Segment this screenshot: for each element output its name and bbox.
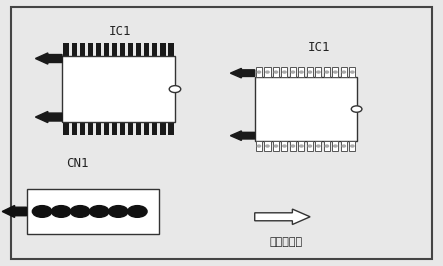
Circle shape <box>342 71 346 73</box>
Bar <box>299 67 304 77</box>
Bar <box>350 141 355 151</box>
Bar <box>332 67 338 77</box>
Circle shape <box>300 145 303 147</box>
FancyArrow shape <box>230 68 255 78</box>
Circle shape <box>32 206 52 217</box>
Circle shape <box>300 71 303 73</box>
Bar <box>264 141 271 151</box>
Circle shape <box>351 145 354 147</box>
Bar <box>299 141 304 151</box>
Circle shape <box>325 71 329 73</box>
Bar <box>290 141 296 151</box>
Circle shape <box>257 71 260 73</box>
Bar <box>290 67 296 77</box>
Bar <box>144 43 149 56</box>
Circle shape <box>169 86 181 93</box>
Bar <box>307 67 313 77</box>
Bar <box>264 67 271 77</box>
Bar <box>112 122 117 135</box>
Bar <box>27 189 159 234</box>
Bar <box>324 141 330 151</box>
Circle shape <box>257 145 260 147</box>
Text: IC1: IC1 <box>308 41 330 54</box>
Bar <box>128 122 133 135</box>
FancyArrow shape <box>2 206 27 218</box>
Bar <box>315 141 322 151</box>
Circle shape <box>128 206 147 217</box>
Bar <box>104 43 109 56</box>
Circle shape <box>334 145 337 147</box>
Bar <box>88 122 93 135</box>
Bar <box>341 67 347 77</box>
Circle shape <box>351 106 362 112</box>
Bar <box>281 141 288 151</box>
Bar <box>168 122 174 135</box>
Bar <box>63 43 69 56</box>
Circle shape <box>109 206 128 217</box>
Circle shape <box>266 71 269 73</box>
Bar <box>144 122 149 135</box>
Circle shape <box>89 206 109 217</box>
Bar <box>136 43 141 56</box>
Circle shape <box>266 145 269 147</box>
Circle shape <box>283 145 286 147</box>
Bar <box>80 43 85 56</box>
Bar <box>71 43 77 56</box>
Circle shape <box>274 145 278 147</box>
Circle shape <box>325 145 329 147</box>
Bar <box>104 122 109 135</box>
Circle shape <box>291 145 295 147</box>
Bar <box>88 43 93 56</box>
Circle shape <box>342 145 346 147</box>
Bar <box>128 43 133 56</box>
Bar <box>273 67 279 77</box>
Bar <box>120 122 125 135</box>
FancyArrow shape <box>255 209 310 225</box>
Bar <box>63 122 69 135</box>
Circle shape <box>334 71 337 73</box>
Circle shape <box>51 206 71 217</box>
Bar <box>160 122 166 135</box>
Text: IC1: IC1 <box>109 26 131 38</box>
Circle shape <box>308 145 311 147</box>
Bar <box>168 43 174 56</box>
FancyArrow shape <box>230 131 255 140</box>
Bar <box>152 43 157 56</box>
Circle shape <box>317 145 320 147</box>
Text: CN1: CN1 <box>66 157 89 170</box>
Bar <box>96 43 101 56</box>
Circle shape <box>308 71 311 73</box>
Circle shape <box>317 71 320 73</box>
Bar <box>341 141 347 151</box>
Bar <box>307 141 313 151</box>
Bar <box>350 67 355 77</box>
Bar <box>315 67 322 77</box>
Bar <box>256 67 262 77</box>
FancyArrow shape <box>35 111 62 123</box>
Bar <box>62 56 175 122</box>
Circle shape <box>351 71 354 73</box>
Bar <box>255 77 357 141</box>
Bar <box>152 122 157 135</box>
Bar <box>256 141 262 151</box>
Circle shape <box>283 71 286 73</box>
Bar <box>324 67 330 77</box>
Bar <box>160 43 166 56</box>
Bar <box>332 141 338 151</box>
Text: 过波峰方向: 过波峰方向 <box>269 237 302 247</box>
FancyArrow shape <box>35 53 62 64</box>
Bar <box>120 43 125 56</box>
Bar <box>80 122 85 135</box>
Bar <box>96 122 101 135</box>
Bar <box>136 122 141 135</box>
Bar <box>281 67 288 77</box>
Circle shape <box>291 71 295 73</box>
Circle shape <box>274 71 278 73</box>
Bar <box>71 122 77 135</box>
Circle shape <box>70 206 90 217</box>
Bar <box>112 43 117 56</box>
Bar <box>273 141 279 151</box>
